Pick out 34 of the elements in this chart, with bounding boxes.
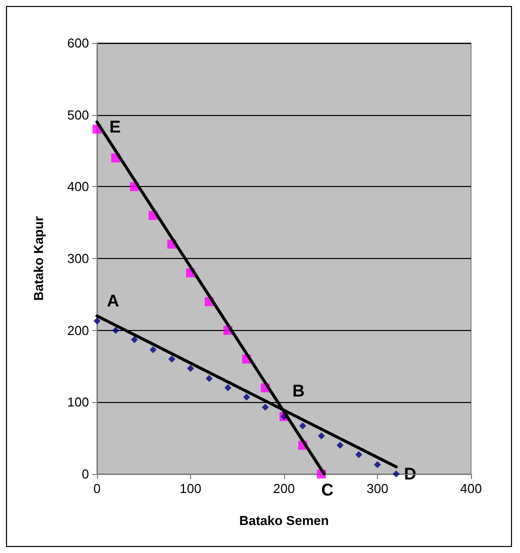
x-tick-label: 400 xyxy=(460,481,482,496)
point xyxy=(243,394,250,401)
x-tick-label: 100 xyxy=(180,481,202,496)
point xyxy=(112,326,120,334)
point xyxy=(168,356,176,363)
x-tick-label: 200 xyxy=(273,481,295,496)
point xyxy=(336,442,344,449)
point xyxy=(318,432,325,440)
y-tick-label: 400 xyxy=(67,179,89,194)
y-tick-label: 200 xyxy=(67,322,89,338)
x-tick-label: 0 xyxy=(93,481,101,496)
y-tick-label: 100 xyxy=(67,394,89,410)
x-tick-label: 300 xyxy=(366,481,388,496)
annotation: B xyxy=(292,382,305,401)
annotation: E xyxy=(109,118,121,137)
x-axis-title: Batako Semen xyxy=(239,513,329,528)
point xyxy=(206,374,213,382)
point xyxy=(150,346,157,354)
point xyxy=(355,451,362,458)
point xyxy=(130,336,138,344)
point xyxy=(392,470,400,478)
point xyxy=(187,364,194,372)
y-tick-label: 500 xyxy=(67,107,89,122)
y-axis-title: Batako Kapur xyxy=(31,216,46,301)
y-tick-label: 600 xyxy=(67,36,89,50)
point xyxy=(262,404,269,411)
y-tick-label: 0 xyxy=(82,466,89,482)
annotation: C xyxy=(321,480,334,500)
point xyxy=(374,461,381,468)
y-tick-label: 300 xyxy=(67,251,89,266)
point xyxy=(299,422,306,430)
point xyxy=(224,384,232,392)
annotation: A xyxy=(106,291,120,310)
point xyxy=(94,317,100,324)
